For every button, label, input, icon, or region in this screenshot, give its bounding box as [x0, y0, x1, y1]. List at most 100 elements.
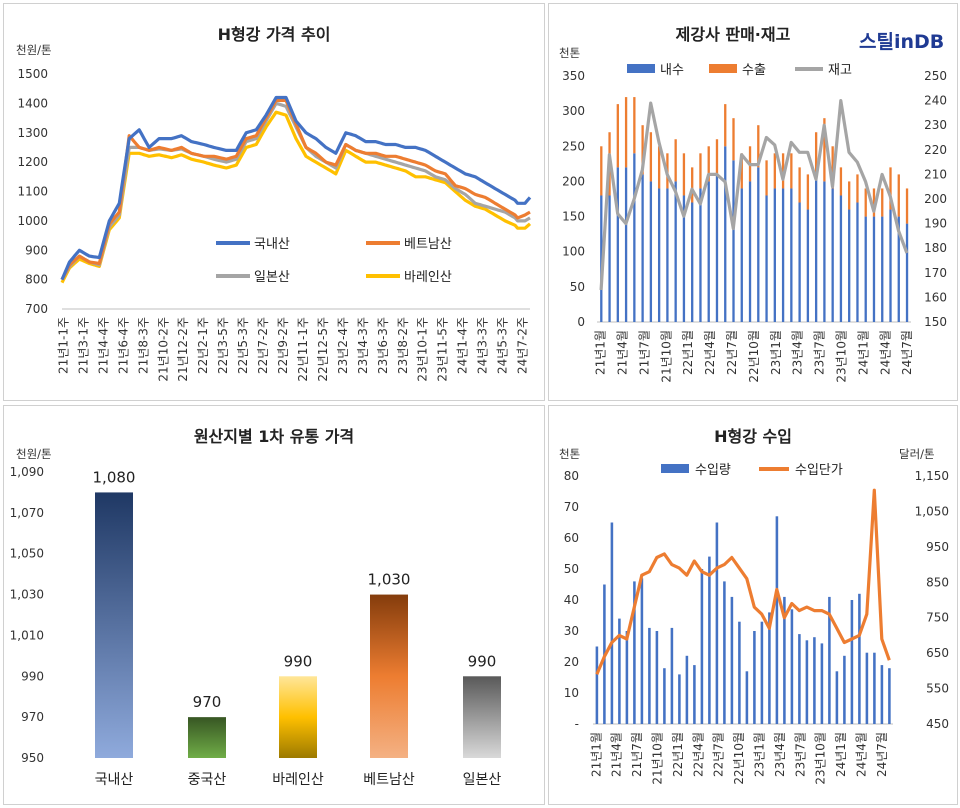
bar-export: [864, 188, 867, 217]
x-tick-label: 22년4월: [703, 330, 717, 375]
bar-domestic: [798, 202, 801, 322]
bar-domestic: [773, 188, 776, 322]
bar-domestic: [740, 188, 743, 322]
bar-export: [616, 104, 619, 168]
y-right-tick-label: 150: [924, 315, 947, 329]
x-tick-label: 22년9-2주: [276, 317, 290, 374]
bar-domestic: [848, 209, 851, 322]
x-tick-label: 23년8-2주: [396, 317, 410, 374]
bar-domestic: [897, 216, 900, 322]
y-axis-right-unit: 달러/톤: [899, 447, 935, 461]
y-left-tick-label: 60: [564, 531, 579, 545]
bar-import-volume: [873, 652, 876, 724]
x-tick-label: 23년4월: [791, 330, 805, 375]
y-right-tick-label: 650: [926, 646, 949, 660]
x-tick-label: 23년1월: [769, 330, 783, 375]
bar-import-volume: [640, 578, 644, 724]
bar-import-volume: [678, 674, 681, 724]
x-tick-label: 23년7월: [813, 330, 827, 375]
bar-import-volume: [595, 646, 599, 724]
bar-domestic: [839, 195, 843, 322]
bar-export: [707, 146, 710, 182]
y-axis-left-unit: 천톤: [559, 447, 580, 461]
y-left-tick-label: 30: [564, 624, 579, 638]
bar-export: [773, 153, 776, 189]
bar-domestic: [707, 181, 710, 322]
bar-domestic: [748, 181, 752, 322]
bar-domestic: [616, 167, 619, 322]
x-tick-label: 23년2-4주: [336, 317, 350, 374]
y-right-tick-label: 190: [924, 217, 947, 231]
bar-import-volume: [835, 671, 839, 724]
bar-import-volume: [798, 634, 801, 724]
x-tick-label: 24년1-4주: [456, 317, 470, 374]
chart-title: H형강 수입: [714, 427, 792, 446]
bar-import-volume: [633, 581, 636, 724]
y-tick-label: 970: [21, 710, 44, 724]
x-tick-label: 23년10월: [814, 732, 828, 785]
bar-export: [715, 139, 719, 175]
bar-import-volume: [625, 631, 629, 724]
y-axis-unit: 천원/톤: [16, 447, 52, 461]
bar-export: [798, 167, 801, 203]
y-right-tick-label: 170: [924, 266, 947, 280]
x-tick-label: 22년1월: [681, 330, 695, 375]
legend-label: 수입량: [695, 463, 731, 478]
x-tick-label: 22년2-1주: [196, 317, 210, 374]
bar-export: [872, 188, 876, 217]
x-tick-label: 21년12-2주: [176, 317, 190, 382]
y-right-tick-label: 450: [926, 717, 949, 731]
x-tick-label: 23년4-3주: [356, 317, 370, 374]
y-right-tick-label: 240: [924, 94, 947, 108]
bar-일본산: [463, 676, 501, 758]
y-left-tick-label: 50: [564, 562, 579, 576]
bar-domestic: [674, 181, 677, 322]
y-right-tick-label: 950: [926, 540, 949, 554]
bar-domestic: [600, 195, 603, 322]
y-axis-unit: 천원/톤: [16, 43, 52, 57]
y-left-tick-label: 70: [564, 500, 579, 514]
legend-swatch: [709, 64, 737, 73]
sales-inventory-panel: 제강사 판매·재고 천톤 스틸inDB 0 50 100 150 200 250 300 35…: [548, 3, 958, 401]
y-right-tick-label: 210: [924, 167, 947, 181]
bar-export: [724, 104, 727, 147]
x-tick-label: 23년7월: [793, 732, 807, 777]
x-tick-label: 24년1월: [856, 330, 870, 375]
bar-import-volume: [655, 631, 659, 724]
x-tick-label: 21년7월: [637, 330, 651, 375]
bar-export: [765, 160, 768, 196]
bar-domestic: [814, 174, 818, 322]
x-tick-label: 22년10월: [732, 732, 746, 785]
x-tick-label: 22년10월: [747, 330, 761, 383]
bar-import-volume: [753, 631, 756, 724]
bar-domestic: [864, 216, 867, 322]
bar-domestic: [649, 181, 653, 322]
y-right-tick-label: 750: [926, 611, 949, 625]
category-label: 일본산: [463, 772, 502, 788]
legend-label: 재고: [828, 63, 852, 78]
y-right-tick-label: 550: [926, 682, 949, 696]
x-tick-label: 24년5-3주: [496, 317, 510, 374]
origin-price-chart: 원산지별 1차 유통 가격 천원/톤 950 970 990 1,010 1,030 1,…: [10, 427, 502, 788]
x-tick-label: 22년5-3주: [236, 317, 250, 374]
y-tick-label: 900: [25, 243, 48, 257]
category-label: 국내산: [95, 772, 134, 788]
legend-label: 수입단가: [795, 463, 843, 478]
x-tick-label: 21년1월: [589, 732, 603, 777]
series-line-일본산: [60, 101, 531, 281]
x-tick-label: 24년7월: [900, 330, 914, 375]
bar-import-volume: [708, 556, 711, 724]
bar-import-volume: [700, 569, 704, 724]
bar-export: [674, 139, 677, 182]
x-tick-label: 21년10월: [659, 330, 673, 383]
y-left-tick-label: 250: [562, 139, 585, 153]
unit-price-line: [595, 488, 891, 676]
bar-domestic: [624, 167, 628, 322]
x-tick-label: 22년7-2주: [256, 317, 270, 374]
bar-import-volume: [715, 522, 719, 724]
y-tick-label: 950: [21, 751, 44, 765]
bar-domestic: [666, 188, 669, 322]
bar-export: [881, 188, 884, 217]
bar-export: [657, 146, 661, 189]
y-right-tick-label: 180: [924, 241, 947, 255]
